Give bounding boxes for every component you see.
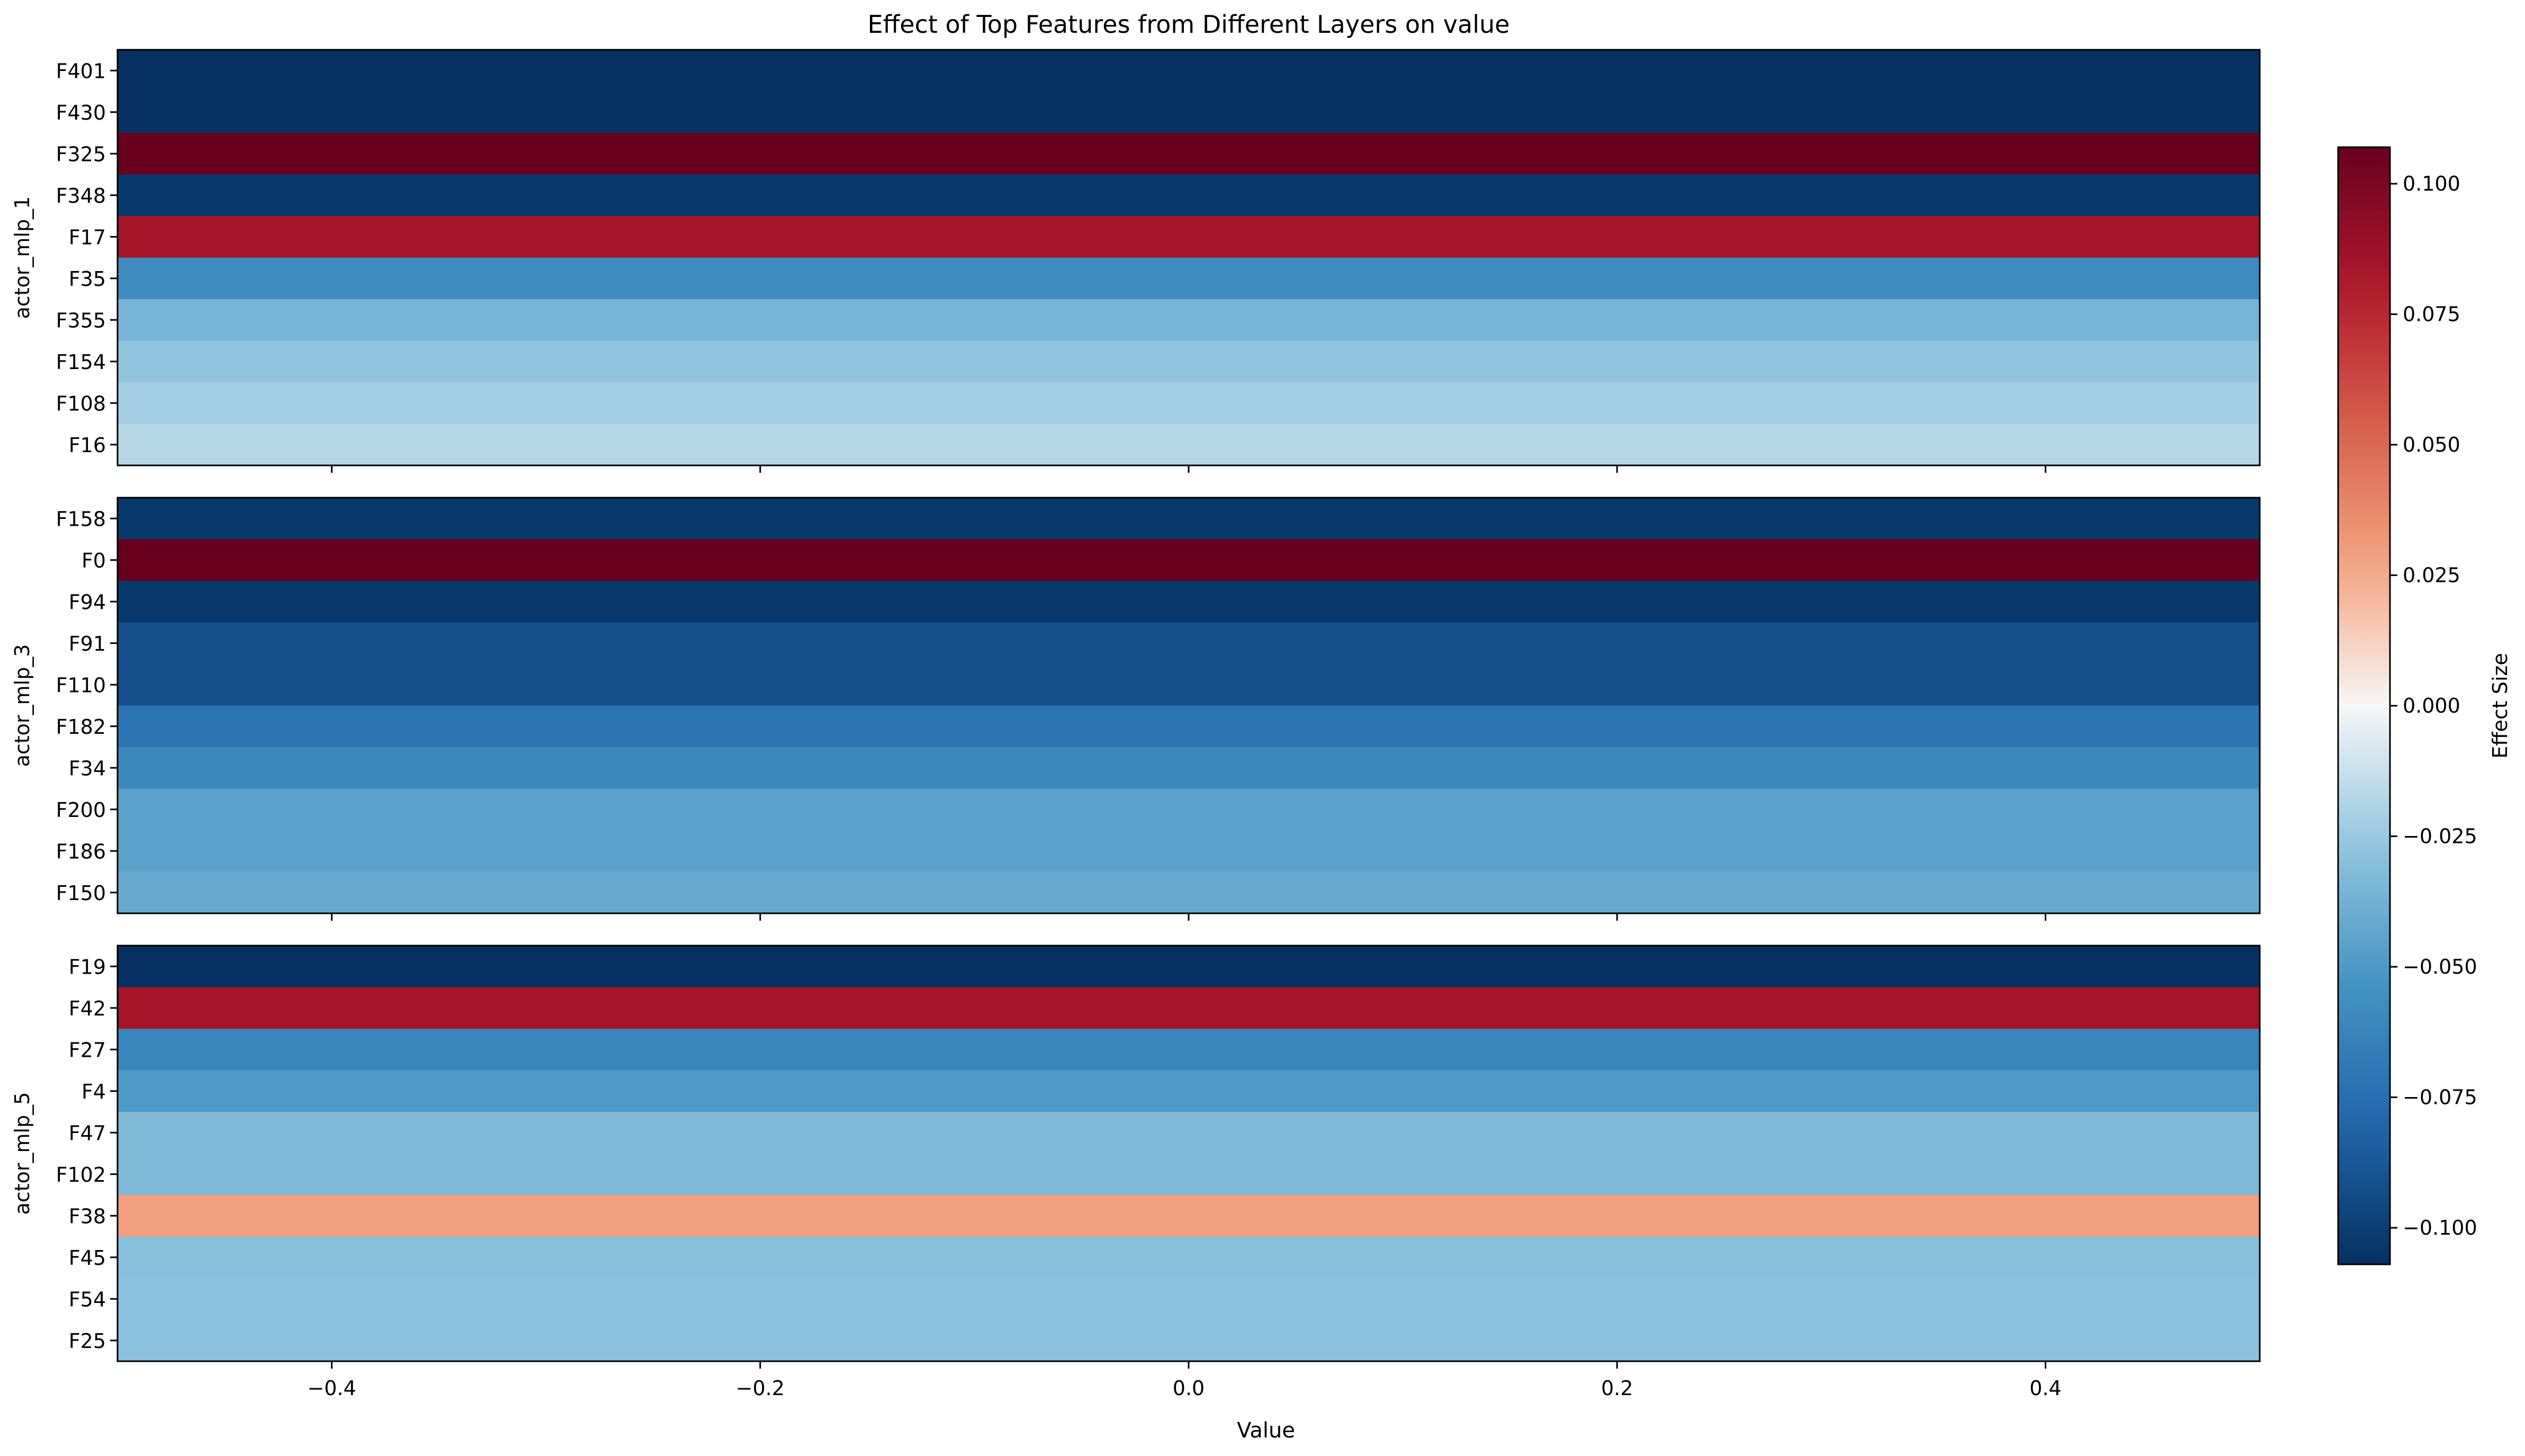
feature-tick-label: F0 (82, 549, 106, 572)
heatmap-cell (118, 830, 2260, 873)
feature-tick-label: F158 (56, 507, 106, 531)
heatmap-cell (118, 946, 2260, 988)
feature-tick-label: F35 (69, 267, 106, 291)
colorbar-tick-label: −0.025 (2403, 824, 2477, 848)
feature-tick-label: F16 (69, 434, 106, 457)
heatmap-cell (118, 299, 2260, 341)
colorbar-tick-label: 0.025 (2403, 564, 2460, 587)
heatmap-cell (118, 216, 2260, 258)
feature-tick-label: F150 (56, 882, 106, 905)
feature-tick-label: F19 (69, 955, 106, 978)
heatmap-cell (118, 1070, 2260, 1112)
feature-tick-label: F54 (69, 1288, 106, 1311)
feature-tick-label: F4 (82, 1080, 106, 1103)
heatmap-cell (118, 1112, 2260, 1154)
feature-tick-label: F154 (56, 350, 106, 374)
colorbar-label: Effect Size (2488, 653, 2512, 758)
feature-tick-label: F348 (56, 184, 106, 208)
heatmap-cell (118, 1278, 2260, 1320)
feature-tick-label: F27 (69, 1038, 106, 1062)
heatmap-cell (118, 498, 2260, 540)
feature-tick-label: F38 (69, 1205, 106, 1228)
feature-tick-label: F102 (56, 1163, 106, 1187)
panel-y-axis-label: actor_mlp_3 (11, 644, 34, 767)
feature-tick-label: F47 (69, 1121, 106, 1145)
heatmap-cell (118, 133, 2260, 175)
colorbar-tick-label: 0.000 (2403, 694, 2460, 717)
colorbar-gradient (2338, 147, 2390, 1264)
feature-tick-label: F186 (56, 840, 106, 863)
heatmap-cell (118, 664, 2260, 706)
heatmap-cell (118, 747, 2260, 789)
x-axis-label: Value (1237, 1418, 1295, 1443)
x-tick-label: −0.4 (307, 1377, 356, 1400)
colorbar-tick-label: 0.100 (2403, 172, 2460, 195)
heatmap-cell (118, 788, 2260, 831)
panel-actor_mlp_3: F158 F0 F94 F91 F110 F182 F34 F200 F186 F150 actor… (11, 497, 2261, 921)
panel-actor_mlp_1: F401 F430 F325 F348 F17 F35 F355 F154 F108 F16 act… (11, 49, 2261, 473)
x-tick-label: 0.4 (2029, 1377, 2061, 1400)
feature-tick-label: F17 (69, 226, 106, 249)
feature-tick-label: F182 (56, 715, 106, 739)
colorbar-tick-label: −0.075 (2403, 1085, 2477, 1109)
heatmap-panels: F401 F430 F325 F348 F17 F35 F355 F154 F108 F16 act… (11, 49, 2261, 1400)
colorbar: 0.100 0.075 0.050 0.025 0.000 −0.025 −0.050 −0.… (2337, 146, 2512, 1265)
heatmap-cell (118, 50, 2260, 92)
heatmap-cell (118, 705, 2260, 748)
feature-tick-label: F110 (56, 673, 106, 697)
heatmap-cell (118, 1153, 2260, 1196)
panel-actor_mlp_5: F19 F42 F27 F4 F47 F102 F38 F45 F54 F25 actor_mlp_… (11, 945, 2261, 1400)
panel-y-axis-label: actor_mlp_1 (11, 196, 34, 319)
feature-tick-label: F200 (56, 798, 106, 822)
feature-tick-label: F401 (56, 59, 106, 83)
heatmap-cell (118, 1029, 2260, 1071)
heatmap-cell (118, 424, 2260, 466)
feature-tick-label: F25 (69, 1329, 106, 1353)
heatmap-cell (118, 1236, 2260, 1279)
x-tick-label: −0.2 (736, 1377, 785, 1400)
feature-tick-label: F94 (69, 590, 106, 614)
heatmap-cell (118, 1319, 2260, 1362)
feature-tick-label: F430 (56, 101, 106, 124)
heatmap-cell (118, 622, 2260, 664)
x-tick-label: 0.0 (1173, 1377, 1205, 1400)
heatmap-cell (118, 871, 2260, 914)
feature-tick-label: F325 (56, 142, 106, 166)
feature-tick-label: F355 (56, 309, 106, 332)
heatmap-cell (118, 91, 2260, 133)
x-tick-label: 0.2 (1601, 1377, 1633, 1400)
heatmap-cell (118, 581, 2260, 623)
colorbar-tick-label: 0.075 (2403, 303, 2460, 326)
feature-tick-label: F42 (69, 997, 106, 1020)
feature-tick-label: F108 (56, 392, 106, 415)
panel-y-axis-label: actor_mlp_5 (11, 1092, 34, 1215)
heatmap-cell (118, 539, 2260, 581)
heatmap-cell (118, 1195, 2260, 1237)
chart-title: Effect of Top Features from Different La… (868, 10, 1510, 39)
heatmap-cell (118, 987, 2260, 1029)
feature-tick-label: F45 (69, 1246, 106, 1270)
heatmap-cell (118, 340, 2260, 383)
heatmap-cell (118, 382, 2260, 425)
colorbar-tick-label: 0.050 (2403, 433, 2460, 456)
colorbar-tick-label: −0.100 (2403, 1216, 2477, 1239)
heatmap-cell (118, 174, 2260, 217)
heatmap-cell (118, 257, 2260, 300)
colorbar-tick-label: −0.050 (2403, 955, 2477, 978)
feature-tick-label: F34 (69, 757, 106, 780)
feature-tick-label: F91 (69, 632, 106, 655)
